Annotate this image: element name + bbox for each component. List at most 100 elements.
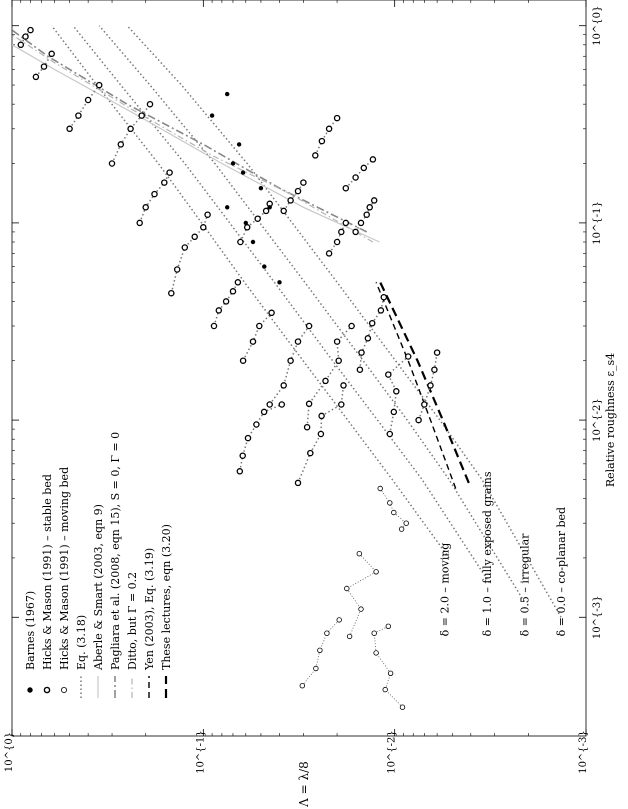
- data-point: [363, 211, 370, 218]
- curve-annotation: δ = 1.0 – fully exposed grains: [481, 471, 494, 636]
- series-line: [12, 29, 368, 233]
- series-line: [12, 44, 380, 243]
- data-point: [382, 686, 388, 693]
- legend: Barnes (1967) Hicks & Mason (1991) – stab…: [24, 432, 173, 698]
- y-tick-label: 10^{-3}: [578, 730, 589, 774]
- data-point: [324, 630, 330, 636]
- data-point: [317, 647, 323, 653]
- legend-marker: [43, 686, 51, 694]
- legend-marker: [61, 687, 68, 694]
- data-point: [253, 421, 260, 428]
- data-point: [335, 357, 342, 364]
- series-line: [379, 281, 470, 484]
- annotations: δ = 2.0 – moving δ = 1.0 – fully exposed …: [438, 471, 568, 636]
- data-point: [380, 293, 388, 301]
- data-point: [385, 623, 391, 629]
- data-point: [127, 125, 134, 133]
- data-point: [356, 551, 362, 557]
- series-line: [375, 282, 457, 489]
- data-point: [358, 606, 364, 612]
- data-point: [403, 520, 409, 526]
- data-point: [371, 630, 377, 636]
- data-point: [398, 526, 405, 532]
- x-tick-label: 10^{-2}: [592, 398, 603, 442]
- legend-marker: [27, 687, 33, 693]
- barnes-point: [230, 161, 236, 166]
- data-point: [280, 207, 287, 215]
- data-point: [333, 238, 341, 246]
- data-point: [387, 670, 394, 676]
- data-point: [303, 423, 311, 431]
- data-point: [138, 112, 145, 119]
- curve-annotation: δ = 0.0 – co-planar bed: [555, 507, 568, 636]
- data-point: [210, 322, 218, 330]
- data-point: [391, 509, 397, 516]
- data-point: [299, 683, 305, 689]
- data-point: [338, 401, 345, 408]
- data-point: [358, 349, 365, 356]
- data-point: [32, 73, 40, 81]
- data-point: [66, 125, 73, 133]
- data-point: [200, 224, 207, 231]
- data-point: [254, 215, 261, 222]
- data-point: [318, 137, 326, 145]
- curve-annotation: δ = 2.0 – moving: [438, 543, 451, 637]
- y-tick-label: 10^{-1}: [195, 730, 206, 774]
- barnes-point: [236, 142, 242, 147]
- series-line: [12, 34, 374, 243]
- series-line: [98, 25, 525, 603]
- plot-frame: [11, 0, 587, 737]
- data-point: [95, 81, 103, 89]
- data-point: [357, 219, 365, 227]
- data-point: [313, 665, 319, 672]
- data-point: [336, 617, 342, 623]
- data-point: [168, 289, 175, 297]
- data-point: [333, 338, 341, 345]
- data-point: [312, 152, 319, 159]
- data-point: [352, 228, 359, 236]
- series-line: [314, 117, 338, 156]
- barnes-point: [243, 220, 248, 226]
- data-point: [352, 174, 359, 181]
- y-axis-label: Λ = λ/8: [297, 761, 311, 808]
- data-point: [173, 266, 181, 273]
- data-point: [322, 377, 329, 385]
- data-point: [204, 211, 211, 218]
- data-point: [181, 244, 189, 251]
- data-point: [146, 100, 154, 108]
- data-point: [294, 187, 302, 195]
- data-point: [369, 156, 377, 163]
- series-line: [68, 84, 100, 130]
- data-point: [244, 434, 252, 442]
- x-axis-label: Relative roughness ε_s4: [604, 353, 617, 487]
- data-point: [433, 349, 441, 356]
- data-point: [305, 322, 313, 330]
- data-point: [373, 650, 379, 656]
- data-point: [377, 485, 383, 492]
- data-point: [117, 141, 125, 148]
- data-point: [390, 408, 398, 416]
- data-point: [280, 382, 287, 389]
- series-line: [346, 553, 377, 637]
- data-point: [27, 26, 34, 34]
- data-point: [287, 357, 294, 364]
- x-tick-label: 10^{-1}: [592, 201, 603, 245]
- data-point: [387, 500, 393, 506]
- data-point: [360, 164, 368, 172]
- data-point: [294, 479, 302, 487]
- data-point: [373, 569, 379, 575]
- x-tick-label: 10^{-3}: [592, 595, 603, 639]
- barnes-point: [258, 186, 264, 191]
- legend-label: Hicks & Mason (1991) – stable bed: [41, 474, 54, 670]
- data-point: [305, 400, 313, 408]
- data-point: [364, 335, 372, 342]
- series-line: [283, 182, 305, 212]
- barnes-point: [209, 113, 215, 118]
- y-tick-label: 10^{-2}: [387, 730, 398, 774]
- data-point: [166, 169, 173, 176]
- data-point: [236, 468, 244, 475]
- data-point: [333, 114, 341, 122]
- data-point: [234, 279, 242, 286]
- data-point: [229, 288, 237, 295]
- data-point: [366, 204, 373, 211]
